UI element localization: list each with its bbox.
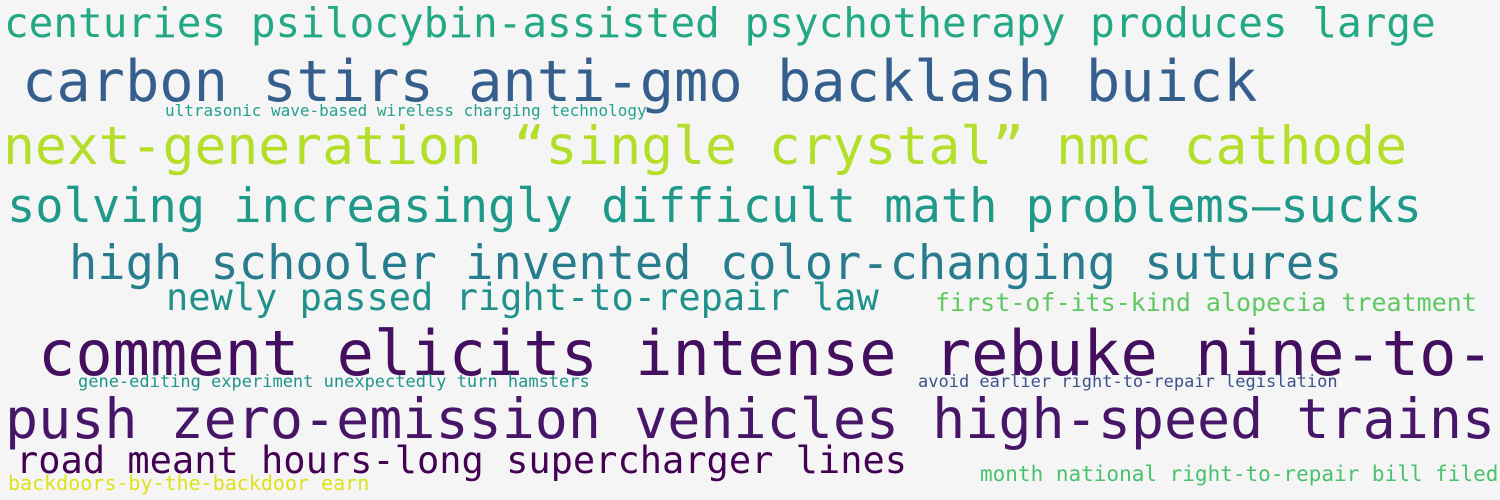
phrase-alopecia: first-of-its-kind alopecia treatment	[935, 288, 1477, 317]
phrase-rebuke: comment elicits intense rebuke nine-to-	[38, 317, 1494, 390]
phrase-right-to-repair-bill: month national right-to-repair bill file…	[980, 462, 1499, 486]
phrase-carbon-buick: carbon stirs anti-gmo backlash buick	[22, 49, 1258, 115]
phrase-wireless-charging: ultrasonic wave-based wireless charging …	[165, 101, 647, 120]
phrase-sutures: high schooler invented color-changing su…	[69, 236, 1343, 291]
phrase-psilocybin: centuries psilocybin-assisted psychother…	[4, 0, 1436, 47]
phrase-high-speed-trains: push zero-emission vehicles high-speed t…	[5, 387, 1496, 451]
phrase-nmc-cathode: next-generation “single crystal” nmc cat…	[3, 116, 1407, 177]
phrase-hamsters: gene-editing experiment unexpectedly tur…	[78, 372, 590, 392]
phrase-legislation: avoid earlier right-to-repair legislatio…	[918, 372, 1338, 392]
phrase-right-to-repair-law: newly passed right-to-repair law	[166, 276, 879, 319]
phrase-supercharger: road meant hours-long supercharger lines	[16, 439, 908, 482]
phrase-math-problems: solving increasingly difficult math prob…	[7, 179, 1422, 234]
phrase-backdoors: backdoors-by-the-backdoor earn	[8, 471, 370, 495]
